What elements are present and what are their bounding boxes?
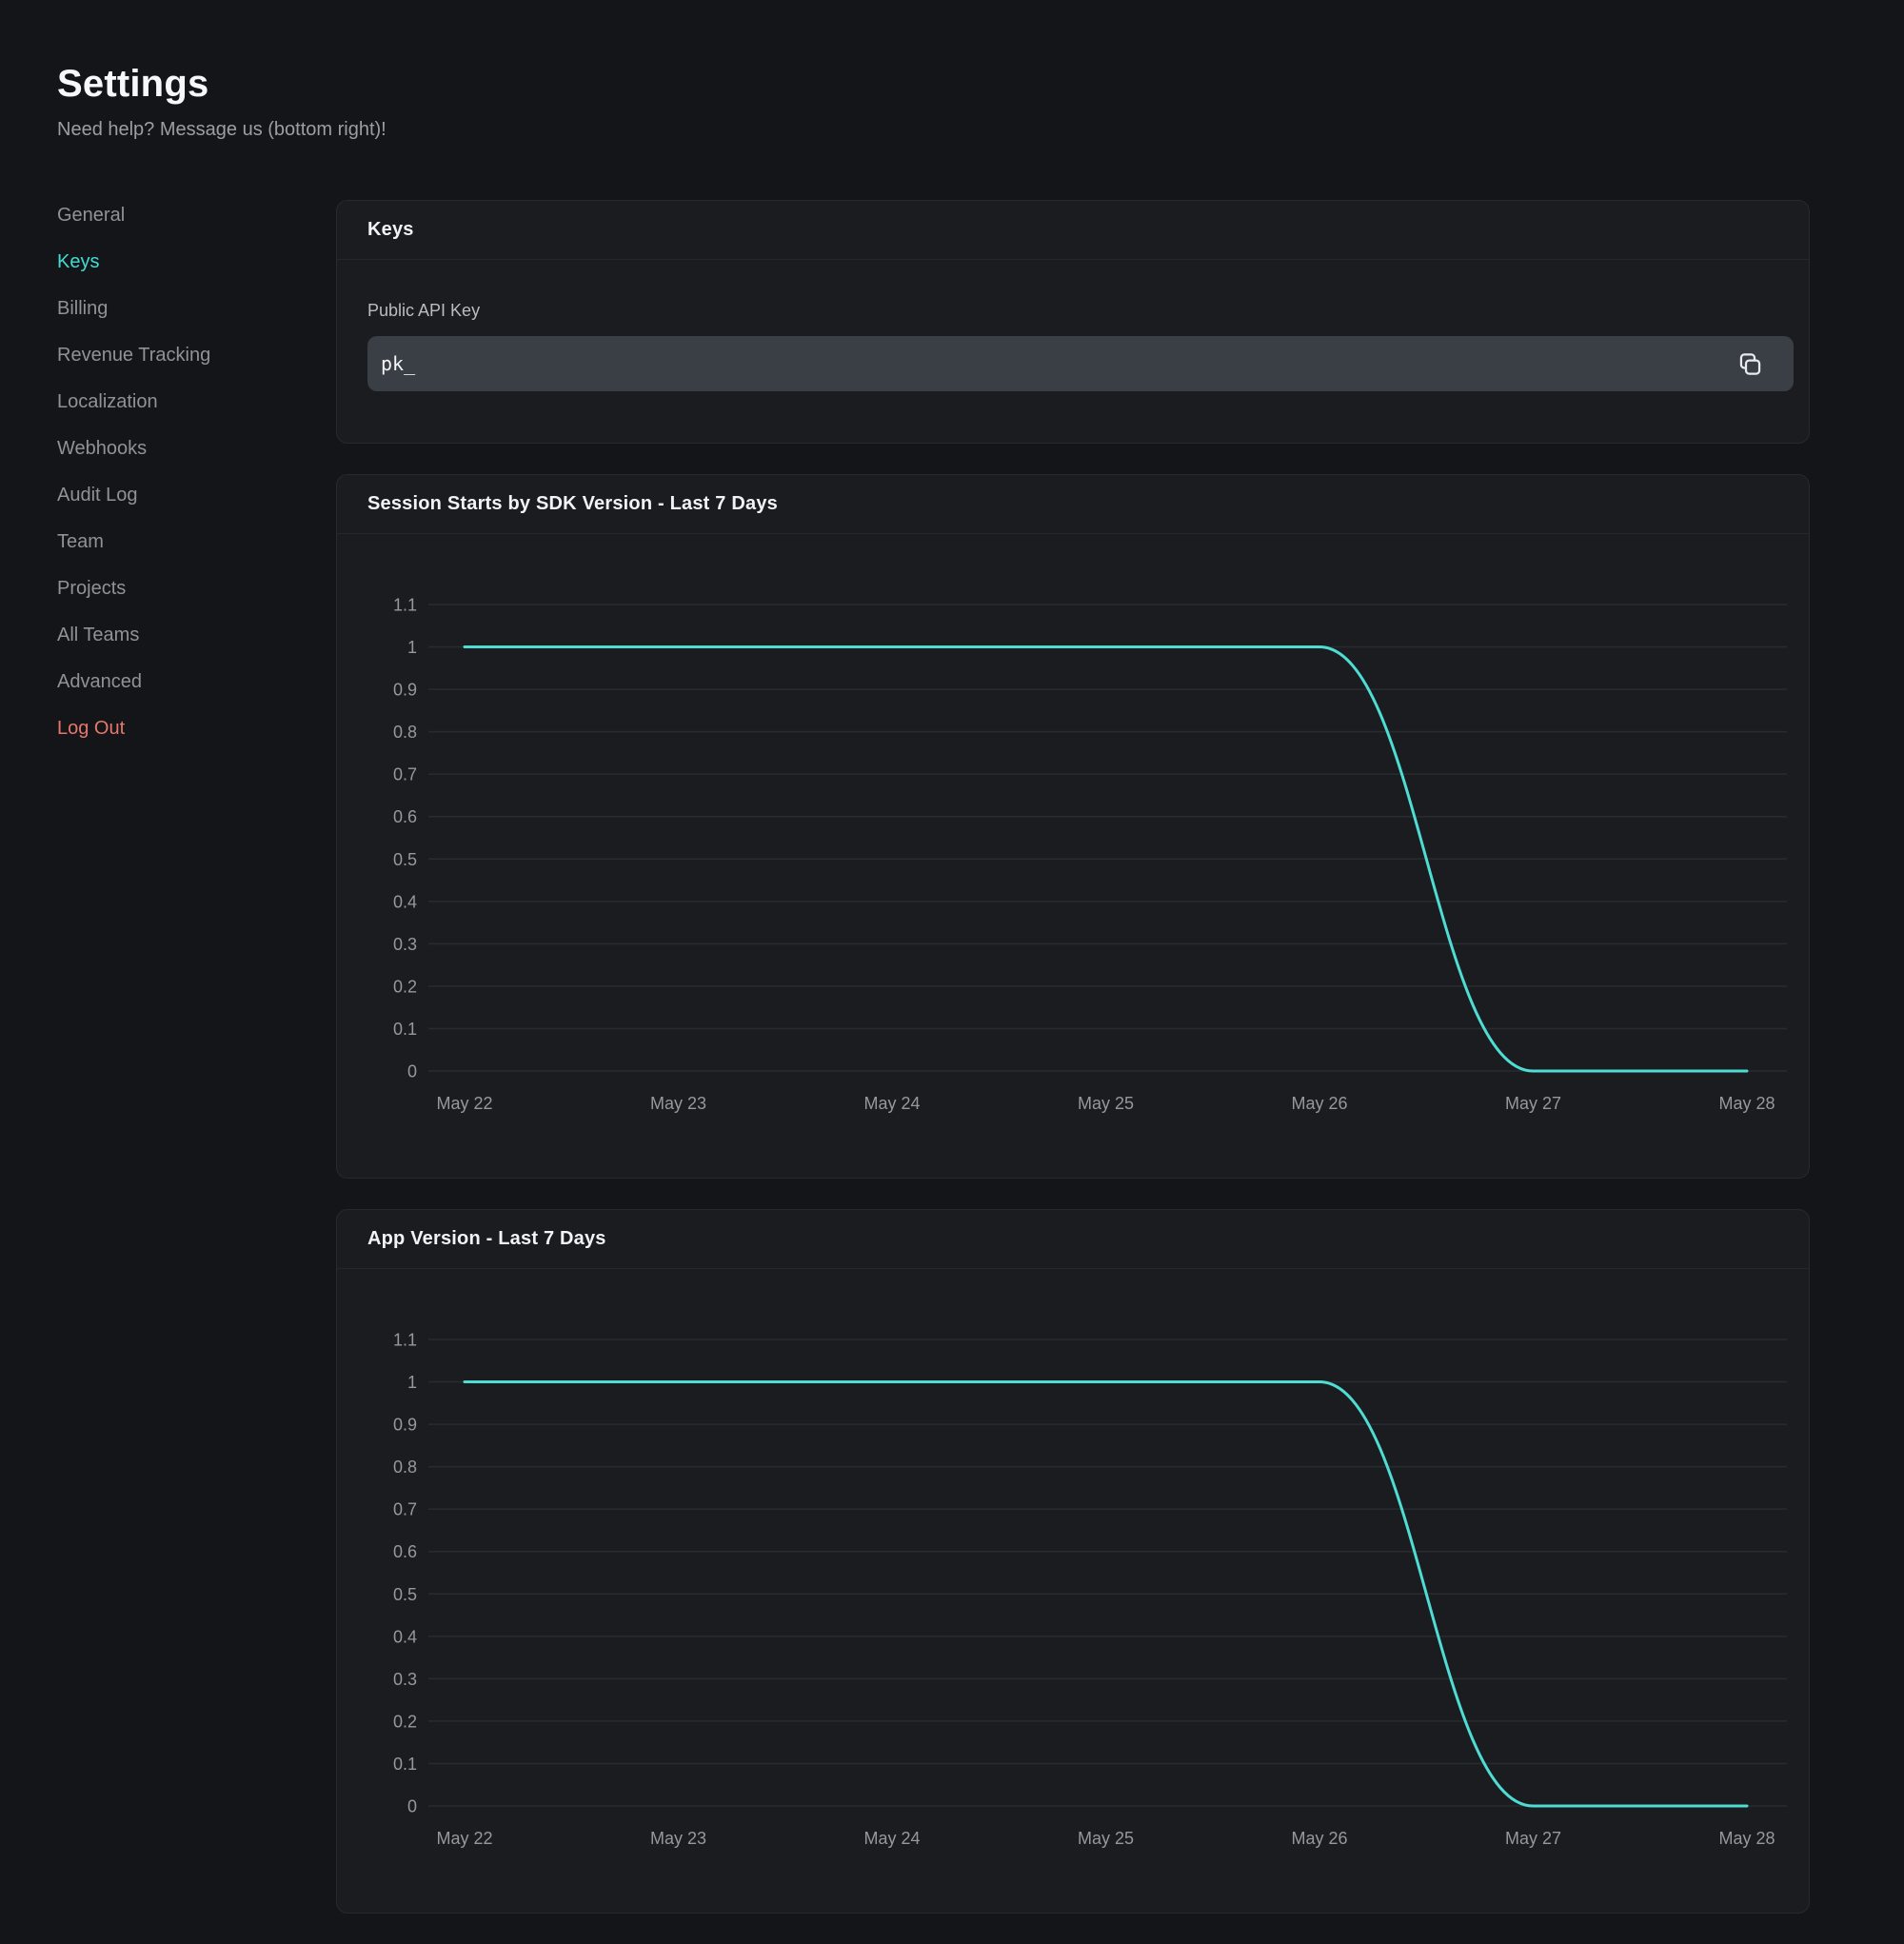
sidebar-item-advanced[interactable]: Advanced bbox=[57, 671, 142, 692]
sdk-version-line-chart: 1.1 1 0.9 0.8 0.7 0.6 0.5 0.4 0.3 0.2 0.1 0 May 22 Ma… bbox=[393, 596, 1787, 1113]
sidebar-item-team[interactable]: Team bbox=[57, 531, 104, 552]
copy-icon bbox=[1737, 351, 1763, 377]
svg-text:0.8: 0.8 bbox=[393, 723, 417, 742]
svg-text:May 24: May 24 bbox=[863, 1829, 920, 1848]
svg-text:May 25: May 25 bbox=[1078, 1829, 1134, 1848]
copy-api-key-button[interactable] bbox=[1731, 345, 1769, 383]
sidebar-item-all-teams[interactable]: All Teams bbox=[57, 625, 140, 645]
svg-text:May 25: May 25 bbox=[1078, 1094, 1134, 1113]
svg-text:0.9: 0.9 bbox=[393, 1416, 417, 1435]
sidebar-item-webhooks[interactable]: Webhooks bbox=[57, 438, 148, 459]
svg-text:May 23: May 23 bbox=[650, 1829, 706, 1848]
svg-text:0.6: 0.6 bbox=[393, 1542, 417, 1561]
sdk-version-chart-title: Session Starts by SDK Version - Last 7 D… bbox=[367, 493, 778, 514]
svg-text:0.7: 0.7 bbox=[393, 765, 417, 784]
app-version-chart-area: 1.1 1 0.9 0.8 0.7 0.6 0.5 0.4 0.3 0.2 0.1 0 May 22 Ma… bbox=[337, 1269, 1809, 1913]
svg-text:0.3: 0.3 bbox=[393, 935, 417, 954]
svg-text:May 27: May 27 bbox=[1505, 1829, 1561, 1848]
keys-card-header: Keys bbox=[337, 201, 1809, 260]
svg-text:May 23: May 23 bbox=[650, 1094, 706, 1113]
app-version-chart-header: App Version - Last 7 Days bbox=[337, 1210, 1809, 1269]
page-title: Settings bbox=[57, 63, 209, 105]
svg-text:0.4: 0.4 bbox=[393, 1627, 417, 1646]
svg-text:0.2: 0.2 bbox=[393, 1712, 417, 1731]
svg-text:0.7: 0.7 bbox=[393, 1500, 417, 1519]
sidebar-item-log-out[interactable]: Log Out bbox=[57, 718, 126, 739]
svg-text:0.5: 0.5 bbox=[393, 1585, 417, 1604]
sidebar-item-localization[interactable]: Localization bbox=[57, 391, 158, 412]
keys-card: Keys Public API Key pk_ bbox=[336, 200, 1810, 444]
settings-content: Keys Public API Key pk_ Session Starts b bbox=[336, 200, 1810, 1944]
page-subtitle: Need help? Message us (bottom right)! bbox=[57, 119, 387, 140]
svg-text:0.1: 0.1 bbox=[393, 1755, 417, 1774]
svg-text:1: 1 bbox=[407, 1373, 417, 1392]
svg-text:0.2: 0.2 bbox=[393, 977, 417, 996]
svg-text:1.1: 1.1 bbox=[393, 1331, 417, 1350]
page-header: Settings Need help? Message us (bottom r… bbox=[57, 61, 387, 141]
svg-text:1.1: 1.1 bbox=[393, 596, 417, 615]
svg-text:0: 0 bbox=[407, 1796, 417, 1815]
app-version-chart-title: App Version - Last 7 Days bbox=[367, 1228, 606, 1249]
settings-sidebar: General Keys Billing Revenue Tracking Lo… bbox=[57, 192, 305, 752]
svg-text:May 27: May 27 bbox=[1505, 1094, 1561, 1113]
sidebar-item-projects[interactable]: Projects bbox=[57, 578, 127, 599]
svg-text:0.9: 0.9 bbox=[393, 681, 417, 700]
svg-text:0.8: 0.8 bbox=[393, 1458, 417, 1477]
sdk-version-chart-header: Session Starts by SDK Version - Last 7 D… bbox=[337, 475, 1809, 534]
svg-text:May 26: May 26 bbox=[1291, 1829, 1347, 1848]
svg-text:0.4: 0.4 bbox=[393, 892, 417, 911]
svg-text:May 28: May 28 bbox=[1718, 1829, 1775, 1848]
svg-text:0.1: 0.1 bbox=[393, 1020, 417, 1039]
sdk-version-chart-card: Session Starts by SDK Version - Last 7 D… bbox=[336, 474, 1810, 1179]
public-api-key-field[interactable]: pk_ bbox=[367, 336, 1794, 391]
svg-text:0: 0 bbox=[407, 1061, 417, 1081]
sidebar-item-revenue-tracking[interactable]: Revenue Tracking bbox=[57, 345, 211, 366]
public-api-key-value: pk_ bbox=[381, 352, 416, 375]
svg-text:May 22: May 22 bbox=[436, 1829, 492, 1848]
sidebar-item-billing[interactable]: Billing bbox=[57, 298, 109, 319]
svg-text:0.5: 0.5 bbox=[393, 850, 417, 869]
svg-text:May 22: May 22 bbox=[436, 1094, 492, 1113]
sidebar-item-keys[interactable]: Keys bbox=[57, 251, 100, 272]
svg-text:1: 1 bbox=[407, 638, 417, 657]
sidebar-menu: General Keys Billing Revenue Tracking Lo… bbox=[57, 192, 305, 752]
public-api-key-label: Public API Key bbox=[367, 301, 481, 320]
svg-text:May 24: May 24 bbox=[863, 1094, 920, 1113]
keys-card-body: Public API Key pk_ bbox=[337, 260, 1809, 443]
sdk-version-chart-area: 1.1 1 0.9 0.8 0.7 0.6 0.5 0.4 0.3 0.2 0.1 0 May 22 Ma… bbox=[337, 534, 1809, 1178]
app-version-chart-card: App Version - Last 7 Days 1.1 1 0.9 0.8 0.7 0… bbox=[336, 1209, 1810, 1914]
svg-text:May 28: May 28 bbox=[1718, 1094, 1775, 1113]
svg-text:0.6: 0.6 bbox=[393, 807, 417, 826]
sidebar-item-audit-log[interactable]: Audit Log bbox=[57, 485, 138, 506]
sidebar-item-general[interactable]: General bbox=[57, 205, 126, 226]
keys-card-title: Keys bbox=[367, 219, 414, 240]
svg-text:May 26: May 26 bbox=[1291, 1094, 1347, 1113]
